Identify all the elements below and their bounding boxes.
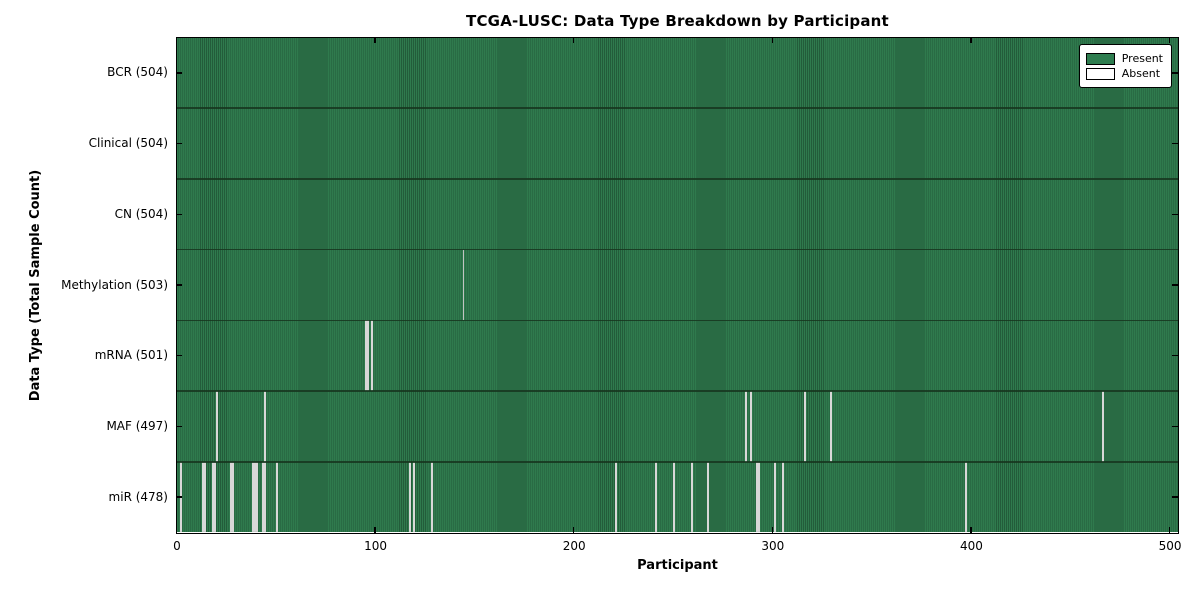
y-tick-label-mrna: mRNA (501): [94, 348, 168, 363]
absent-cell: [690, 461, 693, 533]
absent-cell: [756, 461, 759, 533]
y-tick-mark: [1172, 496, 1178, 498]
absent-cell: [782, 461, 785, 533]
absent-cell: [261, 461, 264, 533]
y-tick-mark: [176, 284, 182, 286]
row-divider: [176, 248, 1178, 251]
x-tick-label-500: 500: [1158, 539, 1182, 553]
legend-item-absent: Absent: [1085, 67, 1163, 80]
y-tick-mark: [176, 496, 182, 498]
legend: Present Absent: [1078, 44, 1172, 88]
absent-cell: [263, 461, 266, 533]
absent-cell: [804, 391, 807, 462]
y-tick-mark: [1172, 213, 1178, 215]
x-tick-mark: [970, 37, 972, 43]
chart-title: TCGA-LUSC: Data Type Breakdown by Partic…: [466, 12, 889, 30]
absent-cell: [430, 461, 433, 533]
absent-cell: [365, 320, 368, 392]
x-tick-mark: [970, 527, 972, 533]
y-tick-mark: [176, 355, 182, 357]
absent-cell: [232, 461, 235, 533]
y-tick-mark: [176, 142, 182, 145]
y-tick-mark: [176, 213, 182, 215]
x-tick-mark: [573, 527, 575, 533]
row-divider: [176, 107, 1178, 109]
absent-cell: [212, 461, 215, 533]
absent-cell: [750, 391, 753, 462]
x-tick-mark: [1168, 527, 1171, 533]
heatmap-row-mrna: [176, 320, 1178, 392]
absent-cell: [744, 391, 747, 462]
x-tick-mark: [771, 37, 773, 43]
y-tick-mark: [176, 72, 182, 74]
absent-cell: [275, 461, 278, 533]
legend-absent-swatch: [1085, 67, 1115, 80]
y-tick-label-maf: MAF (497): [106, 418, 168, 433]
y-tick-mark: [176, 425, 182, 428]
row-divider: [176, 319, 1178, 322]
plot-area: [175, 36, 1179, 534]
absent-cell: [214, 461, 217, 533]
x-tick-mark: [573, 37, 575, 43]
y-tick-mark: [1172, 425, 1178, 428]
absent-cell: [253, 461, 256, 533]
absent-cell: [255, 461, 258, 533]
absent-cell: [367, 320, 370, 392]
x-tick-mark: [771, 527, 773, 533]
x-tick-mark: [374, 37, 376, 43]
absent-cell: [829, 391, 832, 462]
absent-cell: [371, 320, 374, 392]
legend-absent-label: Absent: [1121, 67, 1161, 80]
absent-cell: [673, 461, 675, 533]
row-divider: [176, 460, 1178, 463]
y-tick-label-methylation: Methylation (503): [61, 277, 168, 292]
y-tick-mark: [1172, 355, 1178, 357]
heatmap-row-clinical: [176, 108, 1178, 179]
heatmap-row-methylation: [176, 249, 1178, 321]
absent-cell: [408, 461, 411, 533]
x-tick-label-0: 0: [173, 539, 181, 553]
y-tick-mark: [1172, 284, 1178, 286]
x-tick-label-100: 100: [364, 539, 388, 553]
heatmap-row-mir: [176, 461, 1178, 533]
x-tick-mark: [175, 527, 178, 533]
absent-cell: [251, 461, 254, 533]
x-tick-mark: [175, 37, 178, 43]
absent-cell: [655, 461, 658, 533]
x-tick-label-300: 300: [761, 539, 785, 553]
y-tick-label-mir: miR (478): [108, 489, 168, 504]
absent-cell: [774, 461, 777, 533]
y-tick-mark: [1172, 142, 1178, 145]
absent-cell: [706, 461, 709, 533]
absent-cell: [462, 249, 465, 321]
absent-cell: [263, 391, 266, 462]
absent-cell: [204, 461, 207, 533]
x-tick-label-200: 200: [562, 539, 586, 553]
absent-cell: [412, 461, 415, 533]
absent-cell: [216, 391, 219, 462]
heatmap-row-cn: [176, 178, 1178, 250]
y-tick-mark: [1172, 72, 1178, 74]
x-tick-label-400: 400: [959, 539, 983, 553]
heatmap-row-bcr: [176, 37, 1178, 109]
x-axis-label: Participant: [637, 558, 718, 573]
legend-present-label: Present: [1121, 52, 1163, 65]
absent-cell: [615, 461, 618, 533]
row-divider: [176, 178, 1178, 180]
absent-cell: [230, 461, 233, 533]
absent-cell: [1102, 391, 1104, 462]
y-tick-label-clinical: Clinical (504): [88, 136, 168, 151]
y-tick-label-cn: CN (504): [114, 206, 168, 221]
legend-present-swatch: [1085, 52, 1115, 65]
absent-cell: [964, 461, 967, 533]
legend-item-present: Present: [1085, 52, 1163, 65]
x-tick-mark: [1168, 37, 1171, 43]
heatmap-row-maf: [176, 391, 1178, 462]
row-divider: [176, 390, 1178, 392]
absent-cell: [758, 461, 761, 533]
y-tick-label-bcr: BCR (504): [107, 65, 168, 80]
x-tick-mark: [374, 527, 376, 533]
absent-cell: [202, 461, 205, 533]
